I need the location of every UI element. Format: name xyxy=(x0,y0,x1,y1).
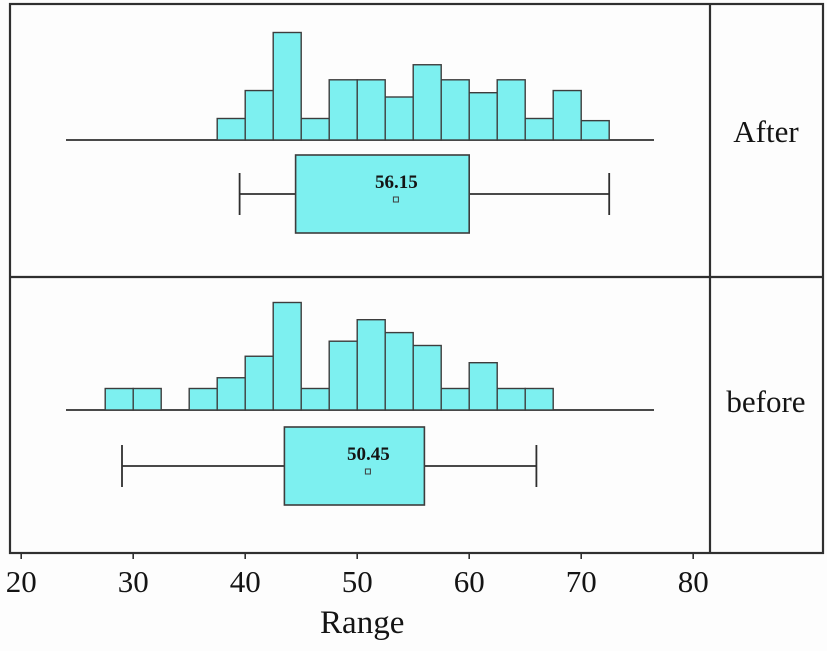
histogram-bar xyxy=(524,387,554,411)
mean-marker-icon xyxy=(364,468,371,475)
histogram-bar xyxy=(496,79,526,141)
histogram-bar xyxy=(272,31,302,141)
histogram-bar xyxy=(216,377,246,411)
x-tick-label: 30 xyxy=(118,564,149,599)
histogram-bar xyxy=(216,117,246,141)
histogram-bar xyxy=(412,64,442,141)
panel-label-before: before xyxy=(726,384,805,419)
figure-border xyxy=(8,2,825,555)
histogram-bar xyxy=(524,117,554,141)
histogram-bar xyxy=(356,319,386,411)
histogram-bar xyxy=(580,119,610,141)
boxplot-box xyxy=(294,154,471,234)
x-tick-label: 80 xyxy=(678,564,709,599)
histogram-bar xyxy=(440,387,470,411)
histogram-bar xyxy=(356,79,386,141)
histogram-bar xyxy=(244,355,274,411)
histogram-bar xyxy=(104,387,134,411)
histogram-bar xyxy=(328,340,358,411)
histogram-bar xyxy=(328,79,358,141)
x-tick-label: 70 xyxy=(566,564,597,599)
x-tick-label: 20 xyxy=(6,564,37,599)
boxplot-box xyxy=(283,426,426,506)
x-tick-label: 40 xyxy=(230,564,261,599)
histogram-bar xyxy=(468,91,498,141)
histogram-bar xyxy=(552,89,582,141)
histogram-bar xyxy=(468,362,498,411)
histogram-bar xyxy=(132,387,162,411)
mean-marker-icon xyxy=(392,196,399,203)
mean-value-label: 50.45 xyxy=(347,444,390,465)
histogram-bar xyxy=(412,344,442,411)
x-tick-label: 50 xyxy=(342,564,373,599)
histogram-bar xyxy=(384,331,414,411)
histogram-bar xyxy=(272,301,302,411)
mean-value-label: 56.15 xyxy=(375,172,418,193)
histogram-bar xyxy=(300,387,330,411)
x-axis-title: Range xyxy=(320,605,404,641)
panel-label-after: After xyxy=(733,114,799,149)
x-tick-label: 60 xyxy=(454,564,485,599)
histogram-bar xyxy=(384,96,414,141)
histogram-bar xyxy=(496,387,526,411)
histogram-bar xyxy=(188,387,218,411)
histogram-bar xyxy=(300,117,330,141)
histogram-bar xyxy=(244,89,274,141)
histogram-bar xyxy=(440,79,470,141)
